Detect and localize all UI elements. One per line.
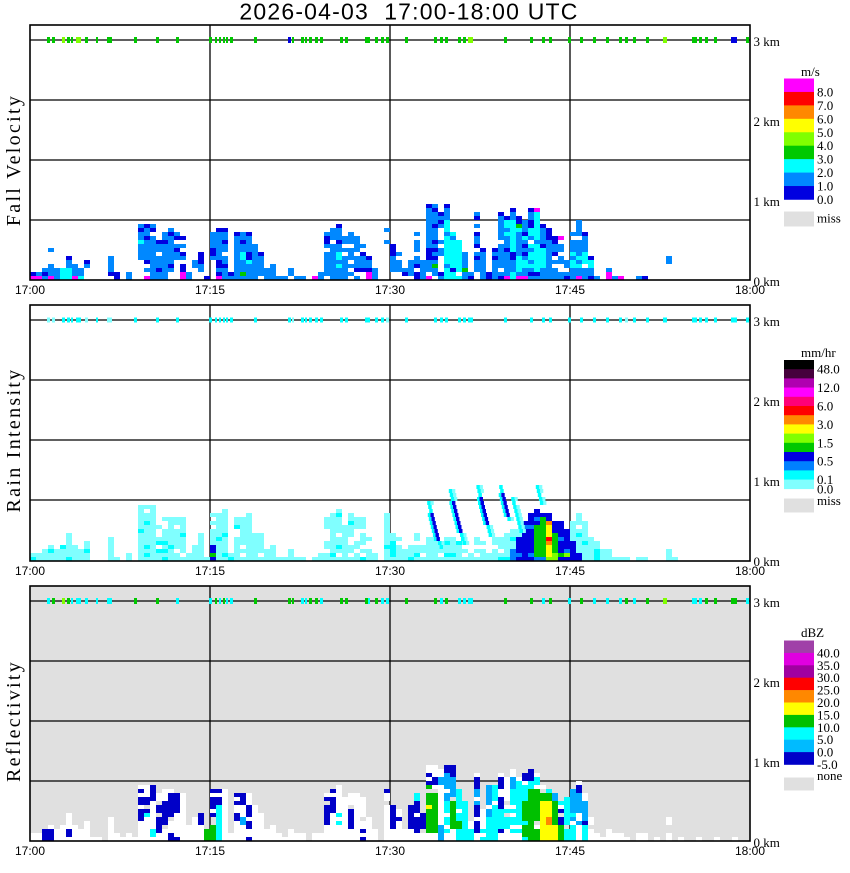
- svg-text:0.5: 0.5: [817, 454, 833, 469]
- svg-text:18:00: 18:00: [735, 844, 765, 858]
- svg-text:30.0: 30.0: [817, 670, 840, 685]
- svg-text:17:00: 17:00: [15, 283, 45, 297]
- svg-text:2 km: 2 km: [754, 675, 780, 690]
- svg-text:18:00: 18:00: [735, 283, 765, 297]
- svg-text:17:15: 17:15: [195, 564, 225, 578]
- svg-text:-5.0: -5.0: [817, 757, 838, 772]
- svg-text:8.0: 8.0: [817, 84, 833, 99]
- svg-text:25.0: 25.0: [817, 683, 840, 698]
- svg-text:12.0: 12.0: [817, 380, 840, 395]
- svg-text:Reflectivity: Reflectivity: [3, 660, 25, 782]
- svg-text:Rain Intensity: Rain Intensity: [3, 368, 25, 513]
- svg-text:0.0: 0.0: [817, 481, 833, 496]
- svg-text:18:00: 18:00: [735, 564, 765, 578]
- svg-text:0.1: 0.1: [817, 472, 833, 487]
- svg-text:6.0: 6.0: [817, 111, 833, 126]
- svg-text:48.0: 48.0: [817, 362, 840, 377]
- svg-text:3.0: 3.0: [817, 417, 833, 432]
- svg-text:2026-04-03 17:00-18:00 UTC: 2026-04-03 17:00-18:00 UTC: [239, 0, 578, 25]
- svg-text:0.0: 0.0: [817, 745, 833, 760]
- svg-text:miss: miss: [817, 493, 841, 508]
- svg-text:17:30: 17:30: [375, 844, 405, 858]
- svg-text:2 km: 2 km: [754, 114, 780, 129]
- svg-text:4.0: 4.0: [817, 138, 833, 153]
- svg-text:17:15: 17:15: [195, 844, 225, 858]
- svg-text:5.0: 5.0: [817, 125, 833, 140]
- svg-text:35.0: 35.0: [817, 658, 840, 673]
- svg-text:2 km: 2 km: [754, 394, 780, 409]
- svg-text:15.0: 15.0: [817, 707, 840, 722]
- svg-text:17:00: 17:00: [15, 564, 45, 578]
- svg-text:1 km: 1 km: [754, 474, 780, 489]
- svg-text:17:30: 17:30: [375, 283, 405, 297]
- svg-text:17:30: 17:30: [375, 564, 405, 578]
- svg-text:0 km: 0 km: [754, 554, 780, 569]
- svg-text:0 km: 0 km: [754, 835, 780, 850]
- svg-text:dBZ: dBZ: [801, 625, 824, 640]
- svg-text:3 km: 3 km: [754, 34, 780, 49]
- svg-text:3 km: 3 km: [754, 595, 780, 610]
- svg-text:1 km: 1 km: [754, 755, 780, 770]
- svg-text:miss: miss: [817, 211, 841, 226]
- svg-text:3 km: 3 km: [754, 314, 780, 329]
- svg-text:m/s: m/s: [801, 64, 820, 79]
- svg-text:none: none: [817, 768, 843, 783]
- svg-text:17:45: 17:45: [555, 564, 585, 578]
- svg-text:5.0: 5.0: [817, 732, 833, 747]
- svg-text:10.0: 10.0: [817, 720, 840, 735]
- svg-text:17:00: 17:00: [15, 844, 45, 858]
- svg-text:17:45: 17:45: [555, 844, 585, 858]
- svg-text:3.0: 3.0: [817, 152, 833, 167]
- svg-text:1 km: 1 km: [754, 194, 780, 209]
- svg-text:17:45: 17:45: [555, 283, 585, 297]
- svg-text:1.0: 1.0: [817, 179, 833, 194]
- svg-text:17:15: 17:15: [195, 283, 225, 297]
- svg-text:mm/hr: mm/hr: [801, 345, 836, 360]
- svg-text:20.0: 20.0: [817, 695, 840, 710]
- svg-text:0.0: 0.0: [817, 192, 833, 207]
- svg-text:6.0: 6.0: [817, 399, 833, 414]
- svg-text:1.5: 1.5: [817, 435, 833, 450]
- svg-text:7.0: 7.0: [817, 98, 833, 113]
- svg-text:0 km: 0 km: [754, 274, 780, 289]
- svg-text:40.0: 40.0: [817, 645, 840, 660]
- svg-text:2.0: 2.0: [817, 165, 833, 180]
- svg-text:Fall Velocity: Fall Velocity: [3, 94, 25, 226]
